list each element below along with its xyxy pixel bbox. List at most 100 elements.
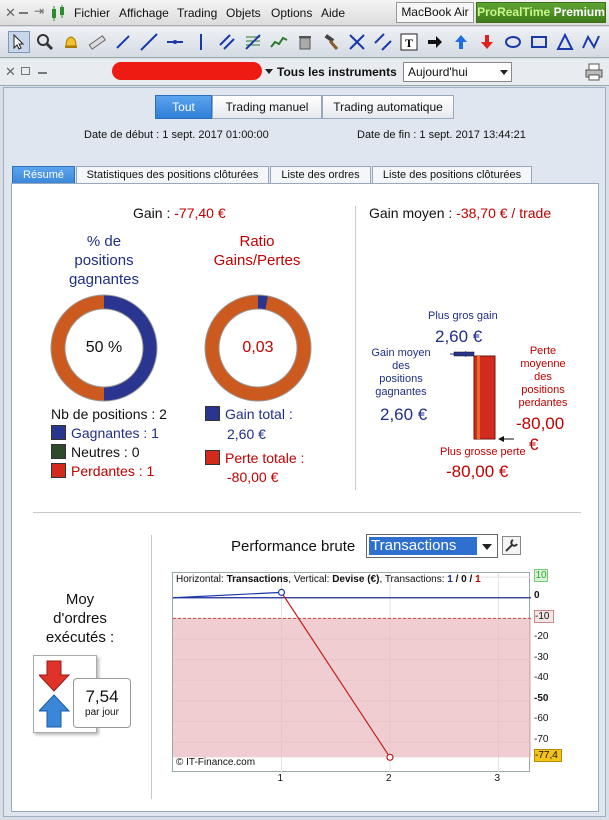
chart-info-win: 1 xyxy=(447,574,453,585)
instrument-select[interactable]: Tous les instruments xyxy=(277,65,397,79)
tab-resume[interactable]: Résumé xyxy=(12,166,75,184)
perte-moyenne-value: -80,00 xyxy=(516,414,565,433)
chart-info-t-label: , Transactions: xyxy=(379,574,448,585)
candlestick-logo-icon xyxy=(50,4,68,22)
minimize-window-icon[interactable] xyxy=(19,12,28,14)
nb-positions: Nb de positions : 2 xyxy=(51,406,167,422)
horizontal-line-icon[interactable] xyxy=(164,31,186,53)
gain-loss-bars xyxy=(450,351,514,442)
performance-chart-svg xyxy=(173,573,531,773)
vertical-line-icon[interactable] xyxy=(190,31,212,53)
pct-title-line-2: positions xyxy=(74,252,134,269)
close-panel-icon[interactable]: ✕ xyxy=(5,64,16,79)
badge-brand: ProRealTime xyxy=(477,5,551,19)
device-label[interactable]: MacBook Air xyxy=(396,2,474,23)
perte-totale-value: -80,00 € xyxy=(227,469,279,485)
ratio-value: 0,03 xyxy=(242,339,274,356)
menu-affichage[interactable]: Affichage xyxy=(119,6,169,20)
instrument-bar: ✕ Tous les instruments Aujourd'hui xyxy=(0,59,609,86)
arrow-up-icon[interactable] xyxy=(450,31,472,53)
alarm-icon[interactable] xyxy=(60,31,82,53)
menu-fichier[interactable]: Fichier xyxy=(74,6,111,20)
trendline-icon[interactable] xyxy=(268,31,290,53)
perte-moyenne-line-5: perdantes xyxy=(518,397,568,409)
pointer-icon[interactable] xyxy=(8,31,30,53)
line-icon[interactable] xyxy=(138,31,160,53)
x-tick-label: 3 xyxy=(494,773,501,784)
menu-trading[interactable]: Trading xyxy=(177,6,218,20)
tab-liste-positions[interactable]: Liste des positions clôturées xyxy=(372,166,532,184)
performance-chart: Horizontal: Transactions, Vertical: Devi… xyxy=(172,572,531,773)
chart-info-loss: 1 xyxy=(475,574,481,585)
parallel-lines-icon[interactable] xyxy=(216,31,238,53)
pct-donut-arc xyxy=(103,295,157,401)
ruler-icon[interactable] xyxy=(86,31,108,53)
perte-totale-label: Perte totale : xyxy=(225,450,305,466)
pct-donut xyxy=(50,294,158,402)
fibonacci-icon[interactable] xyxy=(242,31,264,53)
plus-gros-gain-value: 2,60 € xyxy=(435,327,483,346)
hammer-icon[interactable] xyxy=(320,31,342,53)
cross-arrows-icon[interactable] xyxy=(346,31,368,53)
wrench-button[interactable] xyxy=(502,536,521,555)
legend-neutres-text: Neutres : 0 xyxy=(71,444,140,460)
text-icon[interactable]: T xyxy=(398,31,420,53)
legend-perdantes: Perdantes : 1 xyxy=(51,463,154,479)
arrow-down-icon[interactable] xyxy=(476,31,498,53)
legend-gagnantes: Gagnantes : 1 xyxy=(51,425,159,441)
y-tick-label: -20 xyxy=(534,630,549,642)
svg-text:T: T xyxy=(405,36,413,50)
zigzag-icon[interactable] xyxy=(580,31,602,53)
channel-icon[interactable] xyxy=(372,31,394,53)
y-tick-label: 0 xyxy=(534,589,540,601)
segment-icon[interactable] xyxy=(112,31,134,53)
filter-all-button[interactable]: Tout xyxy=(155,95,212,119)
orders-arrows-icon xyxy=(39,660,71,728)
series-segment-1 xyxy=(173,591,282,599)
performance-select[interactable]: Transactions xyxy=(366,534,498,558)
gain-moyen-heading: Gain moyen : -38,70 € / trade xyxy=(369,205,551,221)
separator-vertical-top xyxy=(355,206,356,490)
chevron-down-icon xyxy=(500,70,508,75)
gain-moyen-pos-line-1: Gain moyen xyxy=(371,347,431,359)
legend-perdantes-text: Perdantes : 1 xyxy=(71,463,155,479)
separator-vertical-bottom xyxy=(151,535,152,799)
instrument-dropdown-arrow-icon[interactable] xyxy=(265,69,273,74)
tab-statistiques[interactable]: Statistiques des positions clôturées xyxy=(76,166,269,184)
legend-swatch-green xyxy=(51,444,66,459)
zoom-icon[interactable] xyxy=(34,31,56,53)
restore-panel-icon[interactable] xyxy=(21,67,30,75)
gain-total-label: Gain total : xyxy=(225,406,293,422)
orders-title-line-3: exécutés : xyxy=(45,629,115,646)
end-date-value: 1 sept. 2017 13:44:21 xyxy=(419,129,526,141)
legend-swatch-blue xyxy=(51,425,66,440)
y-tick-label: -60 xyxy=(534,713,549,725)
orders-value-box: 7,54 par jour xyxy=(73,678,131,728)
y-tick-label: -10 xyxy=(534,610,554,624)
filter-manual-button[interactable]: Trading manuel xyxy=(212,95,322,119)
minimize-panel-icon[interactable] xyxy=(38,72,47,74)
ellipse-icon[interactable] xyxy=(502,31,524,53)
menu-objets[interactable]: Objets xyxy=(226,6,261,20)
perte-moyenne-label: Perte moyenne des positions perdantes xyxy=(512,345,574,410)
data-point-2 xyxy=(386,753,394,761)
chart-info: Horizontal: Transactions, Vertical: Devi… xyxy=(176,574,481,585)
tab-liste-ordres[interactable]: Liste des ordres xyxy=(270,166,371,184)
close-window-icon[interactable]: ✕ xyxy=(5,5,16,20)
drawing-toolbar: T xyxy=(0,27,609,58)
rectangle-icon[interactable] xyxy=(528,31,550,53)
gain-moyen-pos-line-3: positions xyxy=(379,373,423,385)
printer-icon[interactable] xyxy=(585,63,603,81)
pin-icon[interactable]: ⇥ xyxy=(34,4,45,18)
menu-options[interactable]: Options xyxy=(271,6,313,20)
period-select-value: Aujourd'hui xyxy=(408,65,468,79)
menu-aide[interactable]: Aide xyxy=(321,6,346,20)
ratio-title: Ratio Gains/Pertes xyxy=(204,232,310,270)
arrow-right-icon[interactable] xyxy=(424,31,446,53)
period-select[interactable]: Aujourd'hui xyxy=(403,62,512,82)
trash-icon[interactable] xyxy=(294,31,316,53)
orders-title: Moy d'ordres exécutés : xyxy=(33,590,127,647)
triangle-icon[interactable] xyxy=(554,31,576,53)
filter-auto-button[interactable]: Trading automatique xyxy=(322,95,454,119)
perte-totale: Perte totale : xyxy=(205,450,304,466)
